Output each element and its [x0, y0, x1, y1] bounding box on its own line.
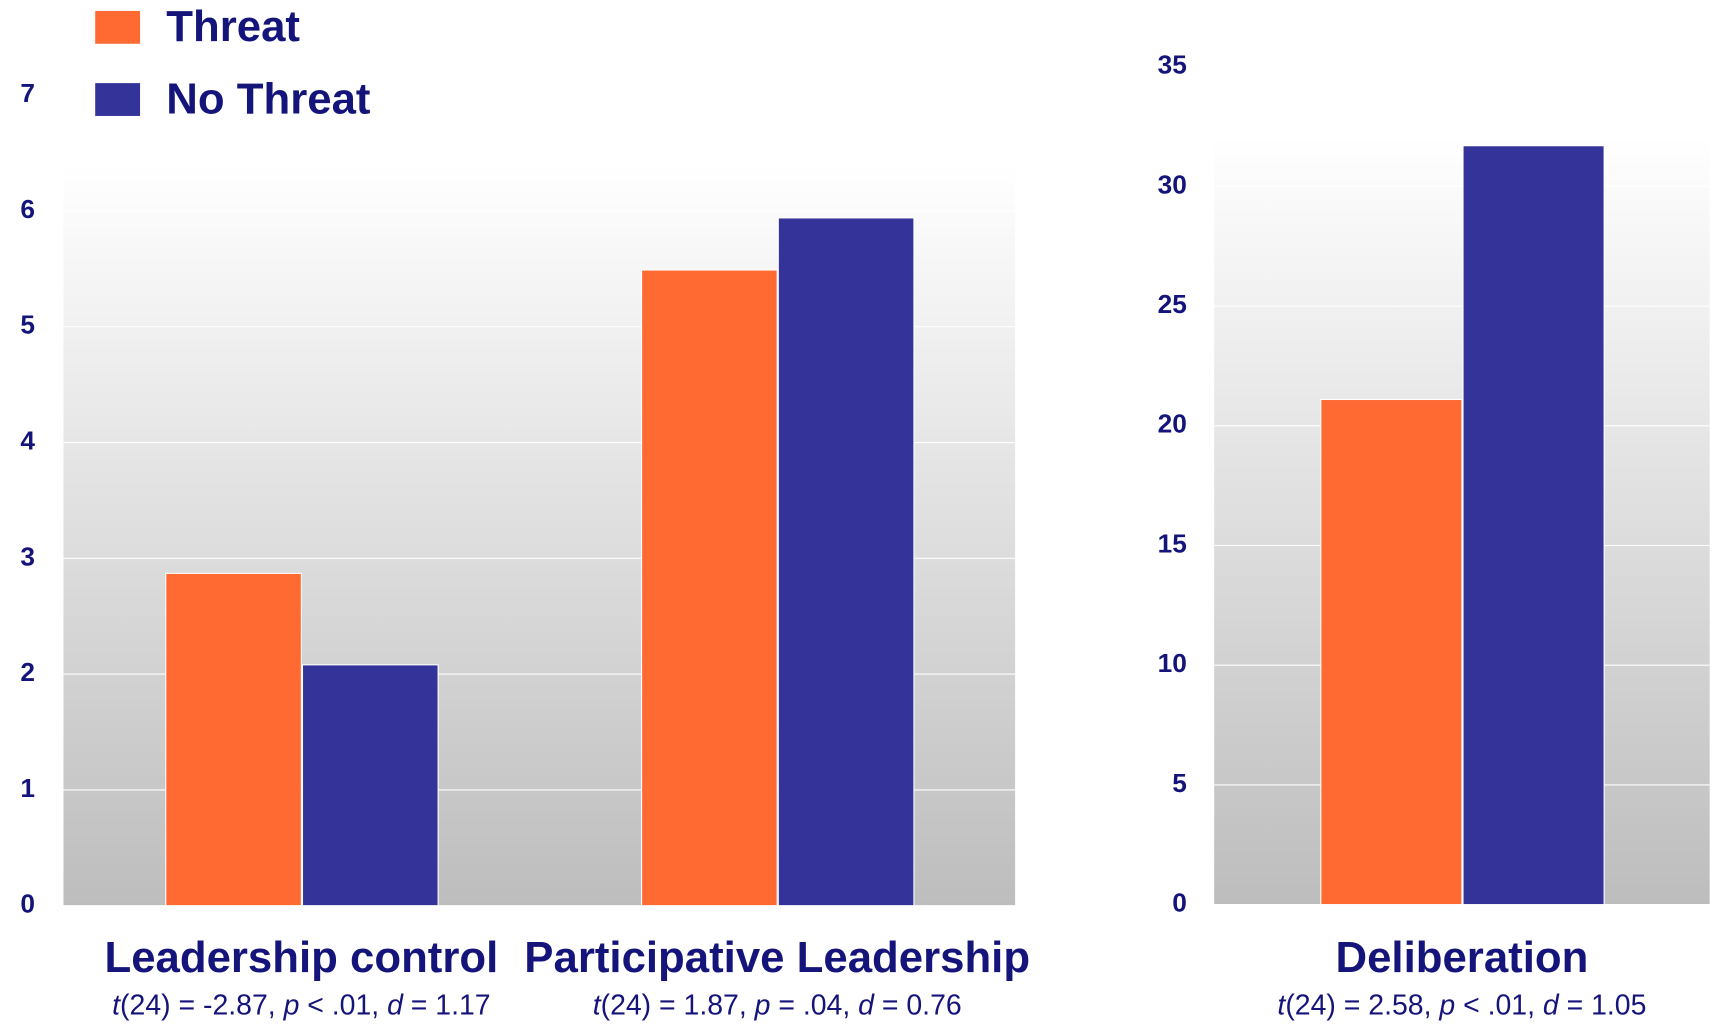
- category-label: Deliberation: [1336, 933, 1589, 982]
- y-tick-label: 2: [20, 657, 35, 687]
- stat-symbol: d: [858, 989, 875, 1021]
- stat-symbol: p: [754, 989, 771, 1021]
- y-tick-label: 5: [20, 310, 35, 340]
- stats-annotation: t(24) = 1.87, p = .04, d = 0.76: [593, 989, 962, 1021]
- y-tick-label: 5: [1172, 768, 1187, 798]
- stat-text: (24) = 2.58,: [1285, 989, 1439, 1021]
- stats-annotation: t(24) = 2.58, p < .01, d = 1.05: [1277, 989, 1646, 1021]
- stat-text: = .04,: [770, 989, 858, 1021]
- legend-swatch: [95, 83, 141, 116]
- stat-symbol: d: [1543, 989, 1560, 1021]
- stat-symbol: t: [593, 989, 602, 1021]
- legend-label: Threat: [166, 2, 300, 51]
- bar: [641, 269, 778, 907]
- bar: [301, 664, 439, 907]
- stat-text: = 0.76: [874, 989, 962, 1021]
- stat-text: < .01,: [1455, 989, 1543, 1021]
- stat-symbol: d: [387, 989, 404, 1021]
- y-tick-label: 10: [1158, 648, 1187, 678]
- y-tick-label: 30: [1158, 169, 1187, 199]
- stat-text: (24) = -2.87,: [120, 989, 284, 1021]
- y-tick-label: 20: [1158, 409, 1187, 439]
- y-tick-label: 0: [1172, 888, 1187, 918]
- stat-text: = 1.17: [403, 989, 491, 1021]
- y-tick-label: 6: [20, 194, 35, 224]
- stat-symbol: p: [1438, 989, 1455, 1021]
- y-tick-label: 35: [1158, 50, 1187, 80]
- bar: [1462, 145, 1605, 906]
- y-tick-label: 3: [20, 541, 35, 571]
- y-tick-label: 7: [20, 78, 35, 108]
- stat-text: = 1.05: [1559, 989, 1647, 1021]
- stat-text: (24) = 1.87,: [601, 989, 755, 1021]
- bar: [1320, 398, 1463, 906]
- y-tick-label: 0: [20, 889, 35, 919]
- bar: [165, 572, 302, 907]
- stats-annotation: t(24) = -2.87, p < .01, d = 1.17: [112, 989, 490, 1021]
- stat-symbol: t: [112, 989, 121, 1021]
- y-tick-label: 15: [1158, 528, 1187, 558]
- y-tick-label: 4: [20, 425, 35, 455]
- legend-swatch: [95, 10, 141, 44]
- category-label: Participative Leadership: [524, 933, 1030, 982]
- y-tick-label: 25: [1158, 289, 1187, 319]
- stat-text: < .01,: [299, 989, 387, 1021]
- legend-label: No Threat: [166, 74, 371, 123]
- stat-symbol: p: [283, 989, 300, 1021]
- stat-symbol: t: [1277, 989, 1286, 1021]
- category-label: Leadership control: [104, 933, 498, 982]
- bar: [777, 217, 915, 907]
- y-tick-label: 1: [20, 773, 35, 803]
